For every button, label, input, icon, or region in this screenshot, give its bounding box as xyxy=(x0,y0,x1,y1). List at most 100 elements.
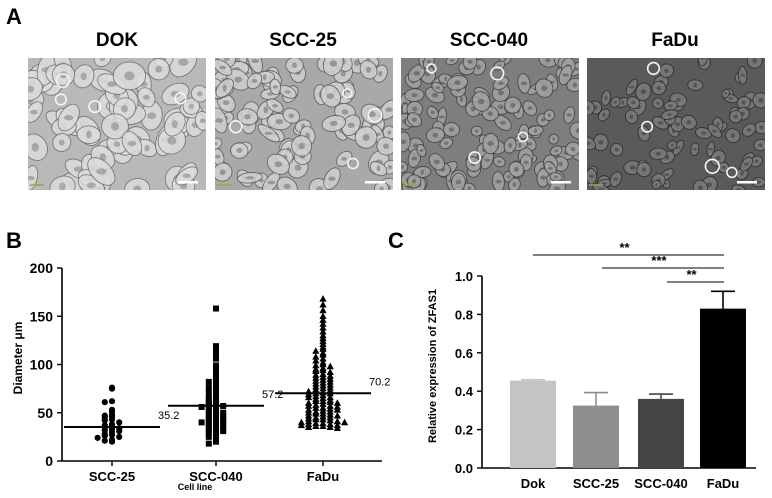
bright-cell xyxy=(641,120,654,133)
cell-nucleus xyxy=(450,59,455,62)
cell-nucleus xyxy=(554,175,558,179)
cell xyxy=(687,79,704,91)
cell-nucleus xyxy=(73,166,83,172)
cell xyxy=(721,88,730,99)
bright-cell xyxy=(517,131,529,143)
cell-nucleus xyxy=(741,100,746,105)
cell-nucleus xyxy=(86,130,92,139)
cell xyxy=(534,78,554,98)
cell-nucleus xyxy=(454,80,461,86)
cell-nucleus xyxy=(31,142,39,152)
cell xyxy=(359,60,378,80)
cell-nucleus xyxy=(58,139,65,146)
micrograph-title-scc040: SCC-040 xyxy=(449,30,529,51)
cell xyxy=(320,84,341,108)
zfas1-bar-chart: 0.0 0.2 0.4 0.6 0.8 1.0 Dok SCC-25 SCC-040 FaDu *… xyxy=(427,240,756,491)
cell-nucleus xyxy=(666,113,673,117)
cell-nucleus xyxy=(692,147,697,151)
data-point xyxy=(312,356,320,364)
cell-nucleus xyxy=(602,112,606,118)
cell xyxy=(266,98,284,113)
cell xyxy=(194,110,206,131)
bright-cell xyxy=(468,151,482,164)
cell-nucleus xyxy=(64,114,74,121)
cell xyxy=(323,167,341,190)
cell-nucleus xyxy=(178,58,189,66)
data-point xyxy=(205,384,212,391)
cell-nucleus xyxy=(387,130,392,135)
y-tick-label: 200 xyxy=(30,260,54,276)
data-point xyxy=(213,401,219,408)
bright-cell xyxy=(54,93,68,106)
cell-nucleus xyxy=(328,176,336,181)
cell-nucleus xyxy=(459,96,464,102)
data-point xyxy=(213,438,219,445)
cell xyxy=(369,161,388,177)
cell xyxy=(543,109,556,122)
data-point xyxy=(205,440,212,447)
cell xyxy=(462,58,478,70)
cell xyxy=(354,126,378,149)
bar xyxy=(638,398,684,468)
cell xyxy=(626,96,641,110)
data-point xyxy=(341,418,349,426)
cell xyxy=(236,108,259,126)
cell-nucleus xyxy=(629,85,635,89)
cell xyxy=(651,180,662,190)
data-point xyxy=(213,386,219,393)
cell xyxy=(566,77,579,93)
cell-nucleus xyxy=(655,183,658,187)
cell xyxy=(739,156,754,172)
cell-nucleus xyxy=(215,142,218,146)
data-point xyxy=(312,409,320,417)
data-point xyxy=(319,360,327,368)
cell xyxy=(28,77,43,102)
cell xyxy=(442,122,461,138)
data-point xyxy=(198,419,205,426)
cell xyxy=(87,157,116,186)
cell-nucleus xyxy=(664,173,670,176)
cell xyxy=(569,121,579,140)
cell-nucleus xyxy=(401,165,404,169)
data-point xyxy=(205,433,212,440)
cell-nucleus xyxy=(664,182,668,185)
cell-nucleus xyxy=(234,76,243,83)
data-point xyxy=(108,438,116,445)
data-point xyxy=(319,400,327,407)
bar xyxy=(573,405,619,468)
cell xyxy=(164,111,186,137)
cell xyxy=(49,175,76,190)
cell xyxy=(404,88,425,103)
cell-nucleus xyxy=(604,95,608,101)
cell-nucleus xyxy=(267,180,276,185)
cell-nucleus xyxy=(566,113,572,117)
cell xyxy=(215,59,233,76)
data-point xyxy=(116,427,123,435)
cell-nucleus xyxy=(570,146,576,152)
cell xyxy=(652,97,664,109)
data-point xyxy=(312,404,320,411)
data-point xyxy=(213,349,219,356)
micrograph-title-scc25: SCC-25 xyxy=(269,30,337,51)
cell-nucleus xyxy=(222,84,227,92)
cell-nucleus xyxy=(497,104,504,110)
mean-label: 35.2 xyxy=(158,410,179,422)
cell-nucleus xyxy=(518,142,522,148)
cell xyxy=(124,177,151,190)
cell-nucleus xyxy=(291,62,298,69)
cell-nucleus xyxy=(413,71,420,76)
cell xyxy=(707,123,722,139)
cell-nucleus xyxy=(572,82,577,88)
cell-nucleus xyxy=(621,100,625,105)
cell xyxy=(285,58,304,74)
cell xyxy=(753,138,765,152)
cell-nucleus xyxy=(431,92,439,98)
cell-nucleus xyxy=(506,175,511,179)
cell-nucleus xyxy=(512,182,517,187)
cell-nucleus xyxy=(30,109,38,115)
data-point xyxy=(319,306,327,314)
cell xyxy=(636,161,652,178)
cell xyxy=(236,172,263,184)
cell-nucleus xyxy=(601,182,607,185)
data-point xyxy=(326,368,334,376)
